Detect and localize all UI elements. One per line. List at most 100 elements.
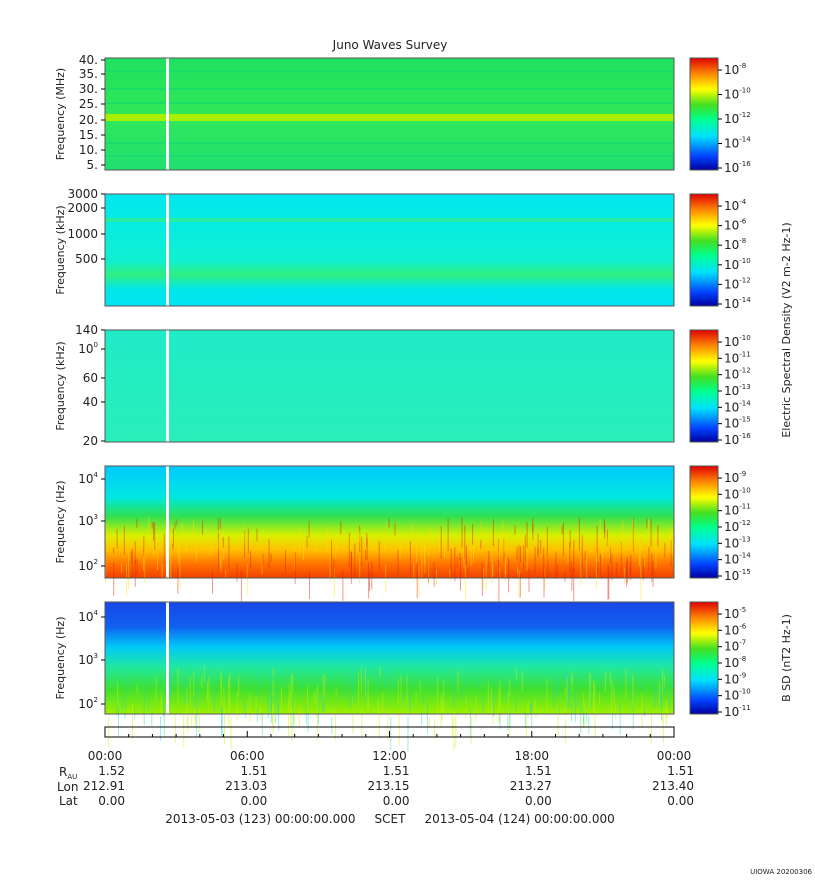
spectral-streak [197, 687, 199, 706]
spectral-streak [609, 547, 610, 559]
spectral-streak [218, 533, 219, 570]
spectral-streak [298, 705, 300, 727]
spectral-streak [527, 699, 529, 718]
data-gap [166, 58, 169, 170]
spectral-streak [590, 677, 592, 709]
spectral-streak [343, 677, 345, 699]
spectral-streak [493, 692, 495, 717]
spectral-streak [306, 535, 308, 548]
spectral-streak [411, 523, 413, 547]
spectral-streak [366, 538, 368, 561]
spectral-streak [153, 533, 155, 558]
spectral-streak [256, 707, 258, 722]
spectral-streak [537, 533, 539, 559]
spectral-streak [186, 686, 188, 714]
spectral-streak [179, 554, 181, 588]
spectral-streak [571, 561, 573, 591]
spectral-streak [388, 518, 390, 528]
spectral-streak [309, 570, 310, 600]
ephemeris-value: 1.52 [98, 764, 125, 778]
spectral-streak [271, 704, 273, 726]
spectral-streak [143, 690, 145, 725]
spectral-streak [586, 713, 588, 723]
spectral-streak [245, 703, 247, 718]
spectral-streak [413, 562, 415, 582]
spectral-streak [364, 667, 366, 698]
spectral-streak [546, 526, 548, 558]
spectral-streak [576, 698, 578, 708]
spectral-streak [194, 706, 196, 729]
spectral-streak [143, 536, 145, 557]
y-tick-label: 35. [79, 67, 98, 81]
spectral-streak [377, 665, 379, 690]
spectral-streak [136, 518, 138, 528]
x-tick-label: 06:00 [230, 749, 265, 763]
spectral-streak [329, 526, 331, 551]
band-line [105, 70, 674, 72]
spectral-streak [212, 570, 213, 594]
spectral-streak [437, 677, 439, 714]
spectral-streak [365, 669, 367, 677]
spectral-streak [418, 565, 420, 598]
spectral-streak [293, 700, 295, 724]
spectral-streak [299, 528, 300, 554]
spectral-streak [116, 682, 118, 706]
spectral-streak [250, 550, 252, 568]
spectral-streak [561, 526, 563, 534]
spectral-streak [646, 518, 648, 529]
spectral-streak [530, 703, 531, 715]
spectral-streak [170, 676, 172, 694]
spectral-streak [527, 666, 529, 673]
spectral-streak [340, 534, 342, 541]
spectral-streak [651, 714, 652, 744]
spectral-streak [640, 565, 642, 600]
spectral-streak [520, 565, 521, 574]
y-axis-label: Frequency (kHz) [54, 341, 67, 430]
spectral-streak [183, 712, 185, 748]
spectral-streak [524, 711, 526, 728]
ephemeris-value: 0.00 [241, 794, 268, 808]
spectral-streak [567, 529, 569, 563]
spectral-streak [278, 701, 280, 731]
band-20mhz [105, 114, 674, 121]
spectral-streak [220, 670, 222, 706]
spectral-streak [193, 519, 195, 540]
spectral-streak [196, 706, 198, 737]
spectral-streak [526, 709, 528, 737]
spectral-streak [134, 559, 136, 587]
spectral-streak [455, 715, 457, 747]
spectral-streak [557, 565, 559, 575]
spectral-streak [421, 543, 423, 580]
spectral-streak [569, 542, 571, 573]
spectral-streak [469, 708, 471, 738]
spectral-streak [194, 705, 196, 721]
spectral-streak [174, 521, 176, 530]
spectral-streak [651, 553, 653, 582]
spectral-streak [407, 716, 409, 752]
spectral-streak [307, 685, 308, 716]
spectral-streak [491, 548, 493, 583]
spectral-streak [583, 701, 585, 708]
spectral-streak [441, 693, 443, 721]
spectrogram-4 [105, 466, 674, 578]
y-tick-label: 103 [78, 652, 98, 667]
spectral-streak [620, 542, 622, 574]
spectral-streak [508, 557, 510, 593]
spectral-streak [599, 693, 601, 704]
spectral-streak [531, 700, 533, 729]
colorbar-tick-label: 10-9 [724, 470, 746, 485]
spectral-streak [154, 522, 156, 551]
x-tick-label: 18:00 [514, 749, 549, 763]
spectral-streak [367, 678, 369, 710]
y-tick-label: 102 [78, 696, 98, 711]
spectral-streak [506, 668, 508, 702]
spectral-streak [361, 706, 363, 738]
spectral-streak [160, 693, 162, 712]
spectral-streak [384, 668, 386, 689]
band-line [105, 155, 674, 157]
spectral-streak [571, 677, 573, 684]
spectral-streak [611, 713, 613, 730]
spectral-streak [378, 709, 380, 739]
spectral-streak [421, 712, 423, 726]
